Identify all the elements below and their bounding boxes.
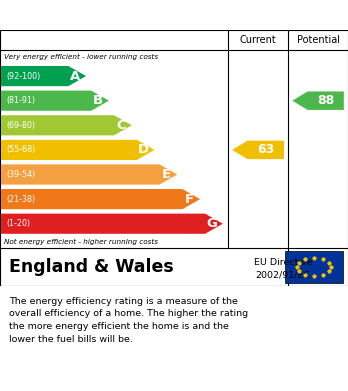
- Polygon shape: [1, 115, 132, 135]
- Text: 2002/91/EC: 2002/91/EC: [256, 270, 311, 279]
- Text: 63: 63: [257, 143, 274, 156]
- Text: England & Wales: England & Wales: [9, 258, 173, 276]
- Text: The energy efficiency rating is a measure of the
overall efficiency of a home. T: The energy efficiency rating is a measur…: [9, 296, 248, 344]
- Polygon shape: [1, 213, 223, 234]
- Text: (1-20): (1-20): [6, 219, 30, 228]
- Bar: [285, 251, 343, 283]
- Text: A: A: [70, 70, 80, 83]
- Text: (92-100): (92-100): [6, 72, 40, 81]
- Text: B: B: [93, 94, 103, 107]
- Polygon shape: [1, 91, 109, 111]
- Polygon shape: [292, 91, 344, 110]
- Text: 88: 88: [317, 94, 334, 107]
- Polygon shape: [1, 165, 177, 185]
- Polygon shape: [1, 66, 86, 86]
- Text: Not energy efficient - higher running costs: Not energy efficient - higher running co…: [4, 239, 158, 245]
- Text: (81-91): (81-91): [6, 96, 35, 105]
- Text: (39-54): (39-54): [6, 170, 35, 179]
- Text: Energy Efficiency Rating: Energy Efficiency Rating: [9, 7, 211, 23]
- Text: EU Directive: EU Directive: [254, 258, 313, 267]
- Polygon shape: [232, 141, 284, 159]
- Text: F: F: [184, 193, 193, 206]
- Polygon shape: [1, 189, 200, 209]
- Text: (21-38): (21-38): [6, 195, 35, 204]
- Text: D: D: [138, 143, 149, 156]
- Text: Potential: Potential: [296, 35, 340, 45]
- Text: (69-80): (69-80): [6, 121, 35, 130]
- Text: E: E: [162, 168, 171, 181]
- Text: C: C: [116, 119, 126, 132]
- Text: Current: Current: [240, 35, 276, 45]
- Text: G: G: [206, 217, 217, 230]
- Polygon shape: [1, 140, 155, 160]
- Text: (55-68): (55-68): [6, 145, 35, 154]
- Text: Very energy efficient - lower running costs: Very energy efficient - lower running co…: [4, 54, 158, 60]
